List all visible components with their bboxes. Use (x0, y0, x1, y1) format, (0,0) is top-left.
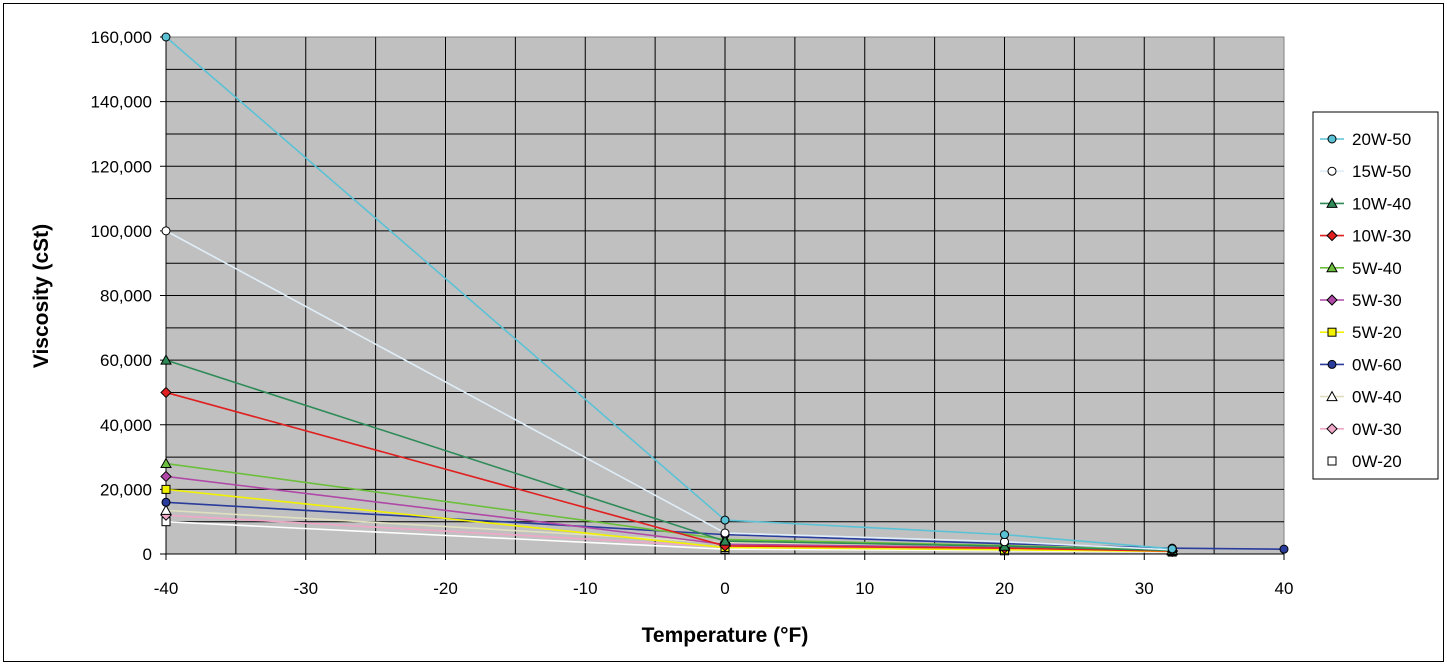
y-axis-title: Viscosity (cSt) (30, 224, 53, 368)
legend-item: 0W-60 (1320, 355, 1402, 374)
legend-label: 0W-30 (1352, 420, 1402, 439)
data-point (161, 484, 171, 494)
legend-marker (1326, 294, 1338, 306)
series-line (165, 230, 1173, 551)
legend-item: 10W-30 (1320, 227, 1411, 246)
legend-label: 10W-30 (1352, 227, 1411, 246)
legend-marker (1326, 197, 1338, 208)
y-tick-label: 140,000 (91, 93, 152, 112)
series-line (165, 359, 1173, 552)
legend-label: 5W-40 (1352, 259, 1402, 278)
data-point (160, 354, 172, 365)
y-tick-label: 160,000 (91, 28, 152, 47)
x-tick-label: -30 (293, 579, 318, 598)
data-point (160, 470, 172, 483)
legend-marker (1327, 134, 1337, 144)
legend-item: 0W-30 (1320, 420, 1402, 439)
x-tick-labels: -40 -30 -20 -10 0 10 20 30 40 (154, 579, 1294, 598)
data-point (160, 457, 172, 469)
series-line (165, 36, 1173, 550)
y-tick-label: 60,000 (100, 351, 152, 370)
data-point (719, 535, 731, 546)
x-tick-label: -10 (573, 579, 598, 598)
legend-label: 15W-50 (1352, 162, 1411, 181)
series-20W-50 (161, 32, 1177, 554)
y-tick-label: 20,000 (100, 480, 152, 499)
y-tick-label: 0 (143, 545, 152, 564)
data-point (160, 504, 172, 515)
legend-label: 10W-40 (1352, 194, 1411, 213)
y-tick-label: 80,000 (100, 287, 152, 306)
y-tick-label: 120,000 (91, 157, 152, 176)
data-point (161, 226, 171, 236)
data-point (1000, 530, 1009, 540)
y-tick-label: 40,000 (100, 416, 152, 435)
x-tick-label: -40 (154, 579, 179, 598)
legend-item: 10W-40 (1320, 194, 1411, 213)
legend-marker (1326, 261, 1338, 273)
legend-marker (1326, 390, 1338, 402)
data-point (720, 528, 730, 538)
y-tick-label: 100,000 (91, 222, 152, 241)
series-line (165, 391, 1173, 552)
legend-item: 15W-50 (1320, 162, 1411, 181)
legend-item: 5W-30 (1320, 291, 1402, 310)
legend-label: 0W-60 (1352, 355, 1402, 374)
legend-marker (1326, 423, 1338, 435)
legend-label: 20W-50 (1352, 130, 1411, 149)
data-point (160, 386, 172, 399)
x-tick-label: -20 (433, 579, 458, 598)
legend-item: 5W-40 (1320, 259, 1402, 278)
legend-marker (1327, 456, 1337, 466)
legend-marker (1327, 327, 1337, 337)
y-tick-labels: 0 20,000 40,000 60,000 80,000 100,000 120,000 1… (91, 28, 152, 564)
data-point (161, 32, 171, 42)
legend-label: 5W-20 (1352, 323, 1402, 342)
gridlines (166, 37, 1284, 554)
legend-label: 0W-20 (1352, 452, 1402, 471)
legend-item: 0W-20 (1320, 452, 1402, 471)
x-tick-label: 0 (720, 579, 729, 598)
data-point (1279, 544, 1289, 554)
data-point (1167, 544, 1177, 554)
legend-marker (1327, 359, 1337, 369)
legend-marker (1327, 166, 1337, 176)
series-layer (160, 32, 1289, 558)
legend-label: 5W-30 (1352, 291, 1402, 310)
data-point (720, 515, 730, 525)
series-line (165, 520, 1173, 553)
legend-label: 0W-40 (1352, 388, 1402, 407)
x-tick-label: 40 (1275, 579, 1294, 598)
data-point (161, 497, 171, 507)
legend: 20W-50 15W-50 10W-40 10W-30 5W-40 5W-30 5W-20 0… (1312, 111, 1439, 480)
legend-item: 5W-20 (1320, 323, 1402, 342)
x-axis-title: Temperature (°F) (642, 624, 809, 647)
x-tick-label: 10 (855, 579, 874, 598)
legend-marker (1326, 229, 1338, 242)
legend-item: 20W-50 (1320, 130, 1411, 149)
x-tick-label: 20 (995, 579, 1014, 598)
legend-item: 0W-40 (1320, 388, 1402, 407)
x-tick-label: 30 (1135, 579, 1154, 598)
series-line (165, 488, 1173, 553)
